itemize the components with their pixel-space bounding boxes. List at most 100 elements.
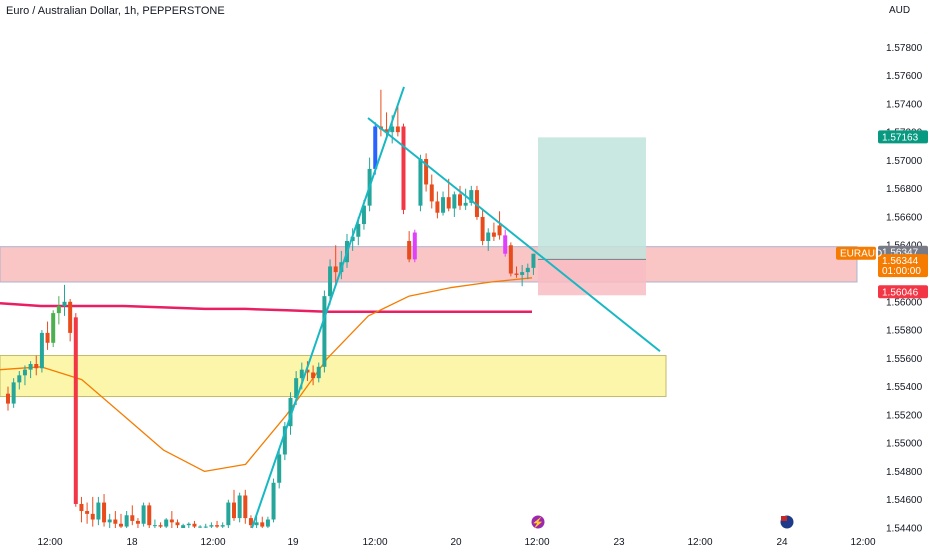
candle-body bbox=[361, 205, 366, 225]
stop-zone bbox=[538, 259, 646, 296]
x-axis-tick: 12:00 bbox=[200, 537, 225, 548]
x-axis-tick: 24 bbox=[776, 537, 788, 548]
y-axis-tick: 1.54600 bbox=[886, 495, 923, 506]
candle-body bbox=[503, 235, 508, 254]
candle-body bbox=[215, 525, 220, 527]
candle-body bbox=[260, 522, 265, 527]
candle-body bbox=[79, 503, 84, 512]
candle-body bbox=[186, 523, 191, 526]
candle-body bbox=[435, 201, 440, 213]
candle-body bbox=[508, 245, 513, 274]
y-axis-tick: 1.55800 bbox=[886, 326, 923, 337]
x-axis-tick: 19 bbox=[287, 537, 299, 548]
candle-body bbox=[271, 482, 276, 520]
y-axis-tick: 1.57600 bbox=[886, 71, 923, 82]
candle-body bbox=[480, 216, 485, 241]
candle-body bbox=[520, 272, 525, 275]
candle-body bbox=[525, 267, 530, 273]
australia-flag-icon-union bbox=[781, 516, 787, 521]
candle-body bbox=[446, 197, 451, 209]
candle-body bbox=[288, 397, 293, 427]
candle-body bbox=[220, 525, 225, 527]
candle-body bbox=[113, 519, 118, 524]
candle-body bbox=[164, 519, 169, 527]
symbol-tag-label: EURAUD bbox=[840, 249, 882, 260]
lightning-icon bbox=[531, 515, 545, 529]
candle-body bbox=[130, 515, 135, 521]
x-axis-tick: 18 bbox=[126, 537, 138, 548]
candle-body bbox=[441, 197, 446, 213]
candle-body bbox=[384, 129, 389, 133]
candle-body bbox=[277, 454, 282, 483]
candle-body bbox=[192, 523, 197, 527]
x-axis-tick: 12:00 bbox=[524, 537, 549, 548]
candle-body bbox=[328, 266, 333, 297]
candle-body bbox=[424, 159, 429, 185]
x-axis-tick: 20 bbox=[450, 537, 462, 548]
candle-body bbox=[469, 190, 474, 203]
ma-short-line bbox=[0, 277, 533, 473]
candle-body bbox=[34, 364, 39, 369]
price-tag-value: 1.56046 bbox=[882, 287, 919, 298]
candle-body bbox=[169, 519, 174, 523]
candle-body bbox=[22, 369, 27, 376]
candle-body bbox=[56, 306, 61, 314]
candle-body bbox=[141, 505, 146, 524]
candle-body bbox=[62, 301, 67, 307]
y-axis-tick: 1.54400 bbox=[886, 524, 923, 535]
x-axis-tick: 12:00 bbox=[687, 537, 712, 548]
candle-body bbox=[299, 369, 304, 379]
descending-trendline bbox=[367, 117, 661, 353]
candle-body bbox=[243, 495, 248, 519]
price-tag bbox=[878, 285, 928, 299]
candle-body bbox=[135, 520, 140, 524]
candle-body bbox=[147, 505, 152, 526]
candle-body bbox=[181, 525, 186, 528]
candle-body bbox=[311, 372, 316, 379]
candle-body bbox=[51, 313, 56, 343]
candle-body bbox=[119, 523, 123, 527]
resistance-zone bbox=[0, 246, 858, 283]
candle-body bbox=[401, 126, 406, 210]
candle-body bbox=[531, 253, 536, 268]
ma-long-line bbox=[0, 301, 532, 313]
candle-body bbox=[85, 511, 90, 514]
candle-body bbox=[491, 232, 496, 237]
candle-body bbox=[73, 317, 78, 504]
y-axis-tick: 1.57400 bbox=[886, 99, 923, 110]
ascending-trendline bbox=[251, 86, 405, 529]
y-axis-tick: 1.57800 bbox=[886, 43, 923, 54]
y-axis-tick: 1.56600 bbox=[886, 212, 923, 223]
candle-body bbox=[514, 273, 519, 275]
candle-body bbox=[96, 502, 101, 520]
candle-body bbox=[28, 364, 33, 370]
y-axis-tick: 1.54800 bbox=[886, 467, 923, 478]
candle-body bbox=[390, 126, 395, 133]
y-axis-tick: 1.55000 bbox=[886, 439, 923, 450]
candle-body bbox=[6, 393, 10, 404]
candle-body bbox=[209, 525, 214, 527]
candle-body bbox=[158, 525, 163, 527]
candle-body bbox=[412, 232, 417, 260]
price-tag bbox=[878, 254, 928, 278]
y-axis-tick: 1.55400 bbox=[886, 382, 923, 393]
support-zone bbox=[0, 355, 667, 398]
candle-body bbox=[322, 296, 327, 367]
currency-label: AUD bbox=[889, 5, 911, 16]
candle-body bbox=[107, 519, 112, 523]
candle-body bbox=[333, 266, 338, 273]
candle-body bbox=[474, 190, 479, 217]
x-axis-tick: 12:00 bbox=[362, 537, 387, 548]
candle-body bbox=[175, 522, 180, 526]
candle-body bbox=[294, 378, 299, 398]
price-tag-value: 1.57163 bbox=[882, 132, 919, 143]
candle-body bbox=[452, 194, 457, 209]
candle-body bbox=[373, 126, 378, 169]
lightning-icon-glyph: ⚡ bbox=[532, 516, 544, 529]
candle-body bbox=[68, 301, 73, 333]
candle-body bbox=[226, 502, 231, 526]
candle-body bbox=[198, 526, 203, 528]
candle-body bbox=[407, 241, 412, 260]
